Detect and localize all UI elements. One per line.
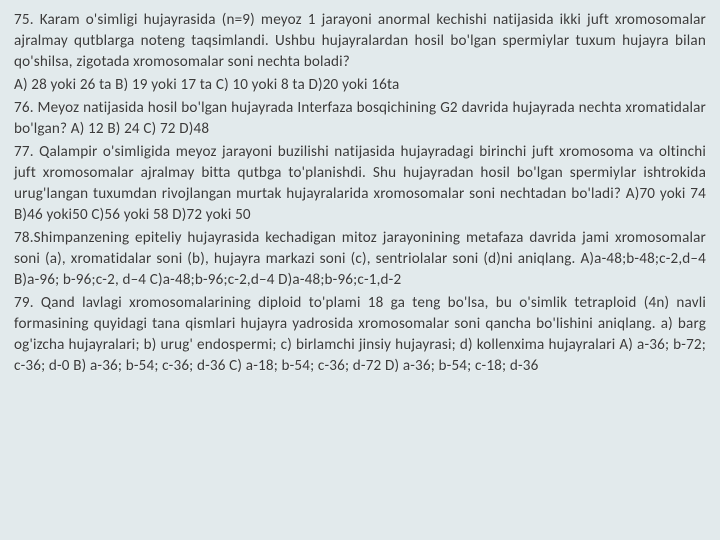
- question-77: 77. Qalampir o'simligida meyoz jarayoni …: [14, 142, 706, 226]
- slide-container: 75. Karam o'simligi hujayrasida (n=9) me…: [0, 0, 720, 540]
- question-78: 78.Shimpanzening epiteliy hujayrasida ke…: [14, 228, 706, 291]
- question-75: 75. Karam o'simligi hujayrasida (n=9) me…: [14, 10, 706, 73]
- question-76: 76. Meyoz natijasida hosil bo'lgan hujay…: [14, 98, 706, 140]
- question-75-options: A) 28 yoki 26 ta B) 19 yoki 17 ta C) 10 …: [14, 75, 706, 96]
- question-79: 79. Qand lavlagi xromosomalarining diplo…: [14, 293, 706, 377]
